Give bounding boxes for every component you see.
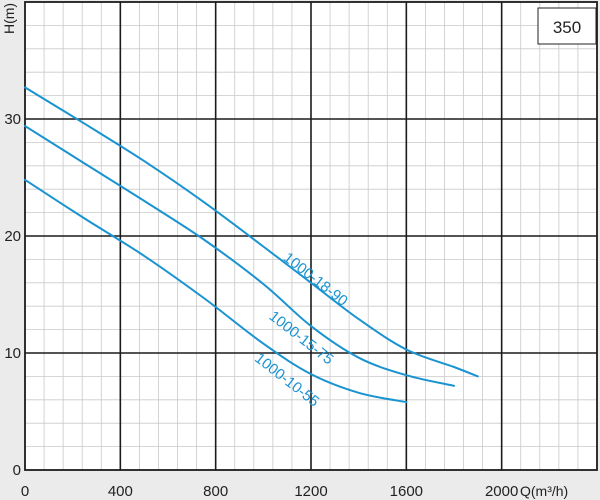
grid — [25, 2, 597, 470]
series-line-1000-10-55 — [24, 178, 408, 404]
y-tick-label: 10 — [4, 345, 21, 362]
x-tick-label: 800 — [203, 483, 228, 500]
x-tick-label: 1200 — [294, 483, 327, 500]
model-badge-box — [537, 7, 597, 45]
x-axis-label: Q(m³/h) — [520, 483, 568, 499]
x-tick-label: 1600 — [390, 483, 423, 500]
x-tick-label: 400 — [108, 483, 133, 500]
model-badge: 350 — [553, 18, 581, 37]
y-tick-label: 20 — [4, 228, 21, 245]
y-tick-label: 0 — [13, 462, 21, 479]
y-tick-label: 30 — [4, 111, 21, 128]
x-tick-label: 2000 — [485, 483, 518, 500]
plot-border — [24, 1, 598, 471]
series-line-1000-18-90 — [24, 86, 479, 378]
y-tick-labels: 0 10 20 30 — [4, 111, 21, 479]
x-tick-labels: 0 400 800 1200 1600 2000 — [21, 483, 519, 500]
x-tick-label: 0 — [21, 483, 29, 500]
series-line-1000-15-75 — [24, 125, 455, 387]
plot-frame — [24, 1, 598, 471]
series-lines — [24, 86, 479, 404]
y-axis-label: H(m) — [1, 3, 17, 34]
